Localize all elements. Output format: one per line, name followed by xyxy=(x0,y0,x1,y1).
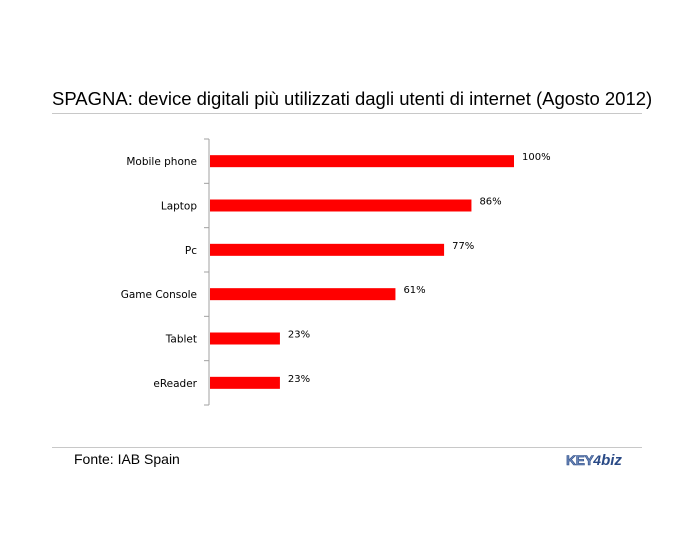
bar-5 xyxy=(210,376,280,389)
logo-part-biz: biz xyxy=(601,452,622,469)
bar-2 xyxy=(210,243,445,256)
bar-0 xyxy=(210,155,514,168)
data-label-0: 100% xyxy=(522,152,551,163)
footer-divider xyxy=(52,447,642,448)
logo-part-4: 4 xyxy=(593,452,602,468)
category-label-0: Mobile phone xyxy=(126,156,197,168)
bar-4 xyxy=(210,332,280,345)
data-label-4: 23% xyxy=(288,330,310,341)
category-label-4: Tablet xyxy=(165,334,197,346)
title-divider xyxy=(52,113,642,114)
source-note: Fonte: IAB Spain xyxy=(74,451,180,467)
category-label-2: Pc xyxy=(185,245,197,257)
data-label-3: 61% xyxy=(403,285,425,296)
data-label-2: 77% xyxy=(452,241,474,252)
bar-3 xyxy=(210,288,396,301)
category-label-5: eReader xyxy=(153,378,197,390)
category-label-1: Laptop xyxy=(161,201,197,213)
data-label-1: 86% xyxy=(479,197,501,208)
chart-title: SPAGNA: device digitali più utilizzati d… xyxy=(52,88,653,109)
data-label-5: 23% xyxy=(288,374,310,385)
bar-1 xyxy=(210,199,472,212)
logo-part-key: KEY xyxy=(566,452,594,469)
category-label-3: Game Console xyxy=(121,289,197,301)
key4biz-logo: KEY4biz xyxy=(566,452,622,472)
